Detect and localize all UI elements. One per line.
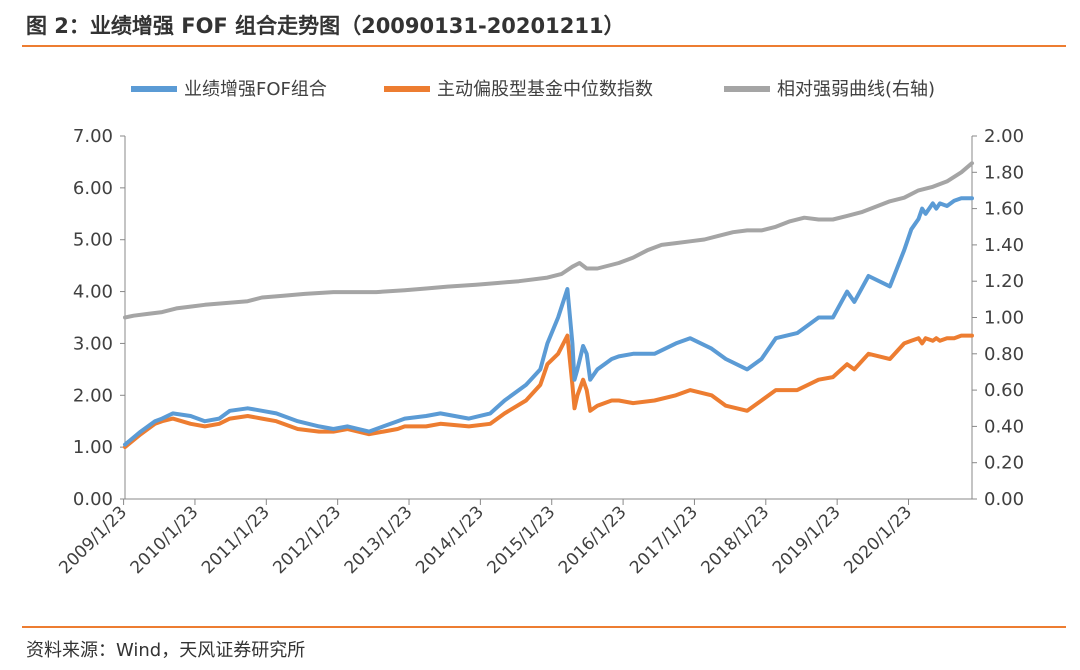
x-tick-label: 2019/1/23	[769, 502, 845, 578]
x-tick-label: 2020/1/23	[840, 502, 916, 578]
y-right-tick-label: 2.00	[984, 126, 1024, 147]
x-tick-label: 2017/1/23	[626, 502, 702, 578]
legend-label-2: 相对强弱曲线(右轴)	[777, 79, 935, 100]
source-note: 资料来源：Wind，天风证券研究所	[26, 640, 306, 661]
chart-title: 图 2：业绩增强 FOF 组合走势图（20090131-20201211）	[26, 14, 625, 38]
x-tick-label: 2013/1/23	[341, 502, 417, 578]
y-right-tick-label: 0.20	[984, 453, 1024, 474]
y-left-tick-label: 1.00	[73, 437, 113, 458]
y-right-tick-label: 0.40	[984, 416, 1024, 437]
series-line-2	[123, 161, 974, 320]
header-rule	[22, 45, 1066, 47]
y-right-tick-label: 0.80	[984, 344, 1024, 365]
legend-label-1: 主动偏股型基金中位数指数	[437, 79, 653, 100]
x-tick-label: 2011/1/23	[198, 502, 274, 578]
x-tick-label: 2015/1/23	[483, 502, 559, 578]
series-line-1	[123, 333, 974, 450]
x-tick-label: 2014/1/23	[412, 502, 488, 578]
y-left-tick-label: 6.00	[73, 178, 113, 199]
y-right-tick-label: 1.80	[984, 162, 1024, 183]
x-tick-label: 2018/1/23	[698, 502, 774, 578]
plot-area	[123, 161, 974, 450]
series-line-0	[123, 196, 974, 447]
y-left-tick-label: 7.00	[73, 126, 113, 147]
y-left-tick-label: 4.00	[73, 282, 113, 303]
legend: 业绩增强FOF组合 主动偏股型基金中位数指数 相对强弱曲线(右轴)	[131, 79, 935, 100]
y-left-tick-label: 0.00	[73, 489, 113, 510]
footer-rule	[22, 626, 1066, 628]
axes: 0.00 1.00 2.00 3.00 4.00 5.00 6.00 7.00 0.00 0.20…	[55, 126, 1024, 578]
y-right-tick-label: 1.60	[984, 199, 1024, 220]
y-right-tick-label: 1.20	[984, 271, 1024, 292]
legend-label-0: 业绩增强FOF组合	[184, 79, 327, 100]
x-tick-label: 2012/1/23	[269, 502, 345, 578]
y-left-tick-label: 5.00	[73, 230, 113, 251]
fof-performance-chart: 业绩增强FOF组合 主动偏股型基金中位数指数 相对强弱曲线(右轴) 0.00 1.00…	[55, 79, 1024, 578]
y-right-tick-label: 1.00	[984, 308, 1024, 329]
y-right-tick-label: 0.00	[984, 489, 1024, 510]
y-right-tick-label: 1.40	[984, 235, 1024, 256]
y-left-tick-label: 2.00	[73, 385, 113, 406]
x-tick-label: 2016/1/23	[555, 502, 631, 578]
x-tick-label: 2010/1/23	[127, 502, 203, 578]
y-left-tick-label: 3.00	[73, 333, 113, 354]
y-right-tick-label: 0.60	[984, 380, 1024, 401]
x-tick-label: 2009/1/23	[55, 502, 131, 578]
